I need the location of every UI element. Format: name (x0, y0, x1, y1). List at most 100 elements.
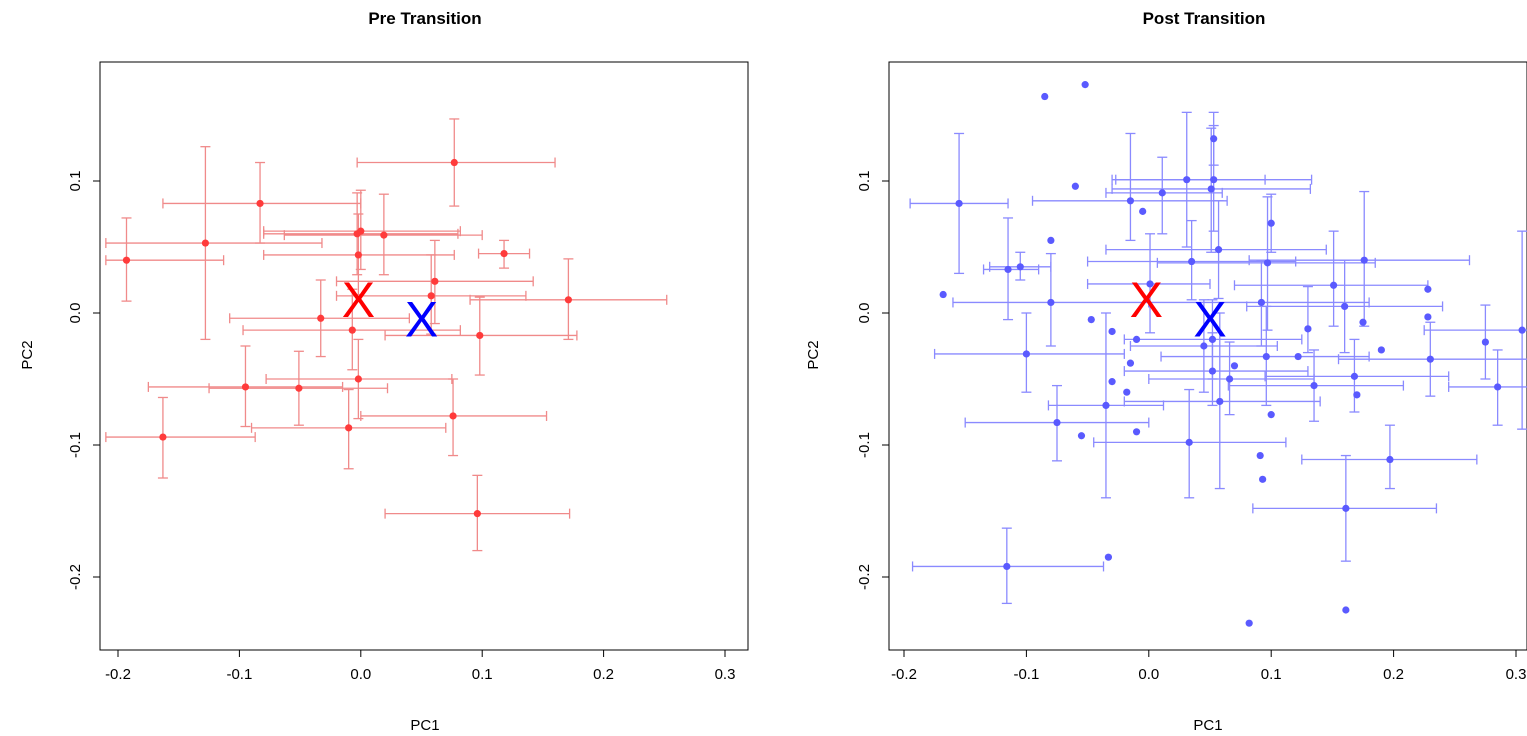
data-point (473, 510, 481, 518)
data-point (1132, 335, 1141, 343)
data-point (1267, 411, 1275, 419)
data-point (431, 277, 439, 285)
data-point (1304, 325, 1312, 333)
y-axis-label: PC2 (19, 340, 36, 369)
data-point (1185, 438, 1193, 446)
data-point (1342, 504, 1350, 512)
data-point (1146, 280, 1154, 288)
data-point (1263, 259, 1272, 267)
centroid-marker: X (1130, 272, 1163, 328)
data-point (1424, 313, 1432, 321)
x-axis-label: PC1 (1193, 717, 1222, 734)
panel-pre-transition: Pre Transition PC1 PC2 -0.2 -0.1 0.0 0.1 0.2… (19, 9, 749, 734)
x-tick-label: 0.1 (472, 666, 493, 683)
data-point (1262, 352, 1270, 361)
y-tick-label: -0.2 (67, 564, 84, 590)
data-point (427, 292, 435, 300)
y-tick-label: -0.1 (67, 432, 84, 458)
x-tick-label: 0.0 (350, 666, 371, 683)
y-tick-label: 0.1 (856, 171, 873, 192)
data-point (1267, 219, 1275, 227)
data-point (256, 199, 264, 208)
data-point (1004, 265, 1012, 274)
data-point (1214, 246, 1223, 254)
data-point (1183, 176, 1191, 184)
data-point (241, 383, 250, 391)
data-point (1123, 388, 1131, 396)
data-point (1087, 316, 1095, 324)
data-point (1022, 350, 1030, 358)
x-tick-label: 0.3 (1506, 666, 1527, 683)
centroid-marker: X (1193, 292, 1226, 348)
data-point (1259, 475, 1267, 483)
data-point (1216, 397, 1224, 406)
data-point (1047, 298, 1055, 307)
data-point (1245, 619, 1253, 627)
data-point (1230, 362, 1239, 370)
data-point (1353, 391, 1361, 399)
data-point (1310, 382, 1318, 390)
data-point (1047, 236, 1055, 244)
data-point (564, 296, 572, 304)
x-tick-label: 0.2 (1383, 666, 1404, 683)
data-point (1077, 432, 1086, 440)
panel-title: Post Transition (1143, 9, 1266, 28)
data-point (1071, 182, 1079, 190)
data-point (1359, 318, 1367, 326)
data-point (1294, 352, 1302, 361)
data-point (1081, 81, 1089, 89)
data-point (357, 227, 365, 235)
data-point (1132, 428, 1141, 436)
data-point (1139, 207, 1147, 215)
x-tick-label: 0.2 (593, 666, 614, 683)
data-point (1158, 189, 1166, 197)
data-point (1188, 257, 1196, 266)
data-point (1208, 335, 1217, 343)
data-point (1386, 455, 1394, 464)
plot-area-pre: -0.2 -0.1 0.0 0.1 0.2 0.3 -0.2 -0.1 0.0 0.1 X X (67, 61, 749, 683)
data-point (476, 331, 484, 340)
data-point (1341, 302, 1349, 310)
x-tick-label: 0.0 (1138, 666, 1159, 683)
data-layer (909, 81, 1527, 627)
data-point (354, 251, 362, 259)
x-tick-label: -0.2 (105, 666, 131, 683)
y-tick-label: -0.2 (856, 564, 873, 590)
data-point (1257, 298, 1266, 307)
data-point (1225, 375, 1234, 383)
data-point (1053, 418, 1061, 427)
plot-area-post: -0.2 -0.1 0.0 0.1 0.2 0.3 -0.2 -0.1 0.0 0.1 X X (856, 61, 1527, 683)
data-point (201, 239, 210, 247)
data-point (450, 158, 458, 167)
y-tick-label: 0.0 (856, 303, 873, 324)
plot-frame (888, 61, 1527, 651)
data-point (1200, 342, 1208, 350)
panel-post-transition: Post Transition PC1 PC2 -0.2 -0.1 0.0 0.1 0.… (805, 9, 1527, 734)
data-point (1330, 281, 1338, 289)
data-point (317, 314, 325, 322)
data-point (449, 412, 457, 420)
data-point (500, 250, 508, 258)
data-point (955, 199, 963, 208)
data-point (295, 384, 303, 392)
x-tick-label: -0.2 (891, 666, 917, 683)
data-point (1126, 359, 1135, 367)
data-point (1210, 135, 1218, 143)
panel-title: Pre Transition (368, 9, 481, 28)
data-point (1041, 92, 1049, 101)
data-point (1102, 401, 1110, 409)
data-point (1256, 451, 1264, 460)
data-point (159, 433, 167, 441)
data-point (1108, 327, 1116, 336)
y-tick-label: -0.1 (856, 432, 873, 458)
data-point (939, 290, 947, 299)
centroid-marker: X (342, 272, 375, 328)
data-point (1518, 326, 1526, 334)
y-tick-label: 0.0 (67, 303, 84, 324)
data-layer (105, 118, 668, 552)
data-point (1424, 285, 1432, 293)
data-point (1207, 185, 1215, 193)
data-point (1350, 372, 1359, 380)
data-point (1210, 176, 1218, 184)
